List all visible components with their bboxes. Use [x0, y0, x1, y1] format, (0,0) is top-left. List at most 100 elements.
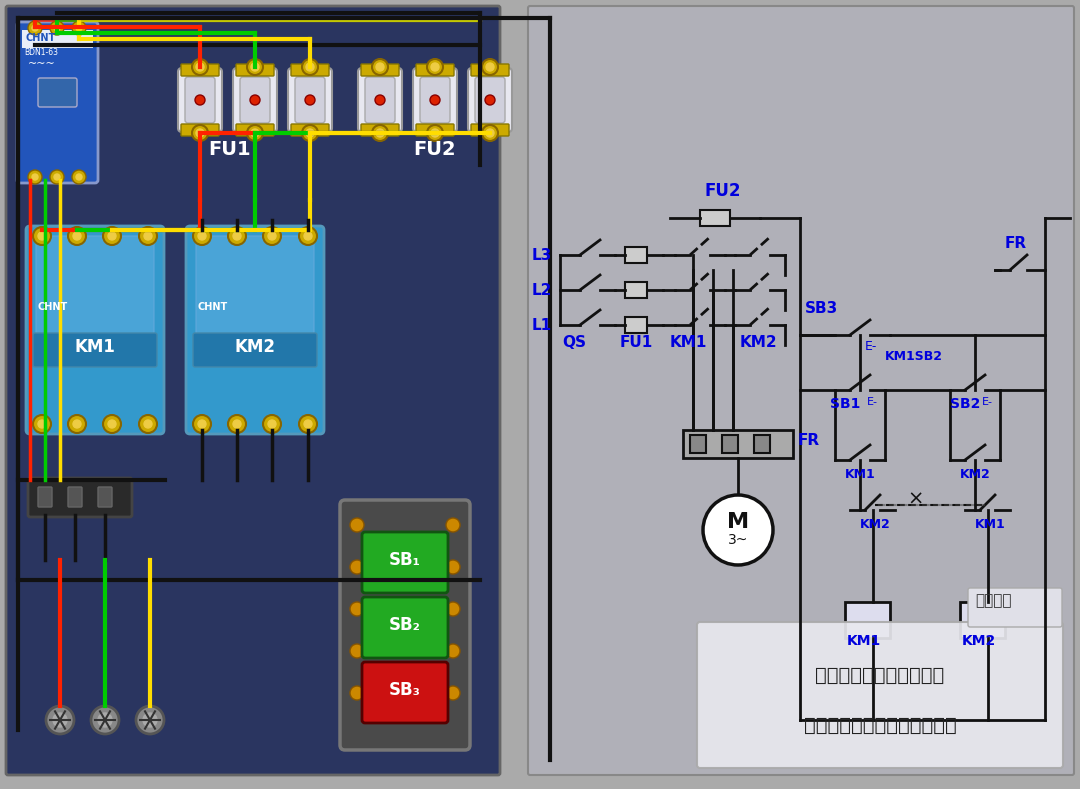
Circle shape	[50, 21, 64, 35]
FancyBboxPatch shape	[38, 78, 77, 107]
Text: FU1: FU1	[208, 140, 252, 159]
Circle shape	[268, 232, 276, 240]
Circle shape	[486, 129, 494, 137]
FancyBboxPatch shape	[181, 64, 219, 76]
Text: SB2: SB2	[950, 397, 981, 411]
Circle shape	[350, 686, 364, 700]
Circle shape	[427, 125, 443, 141]
Circle shape	[139, 227, 157, 245]
Circle shape	[703, 495, 773, 565]
Circle shape	[372, 59, 388, 75]
FancyBboxPatch shape	[413, 68, 457, 132]
FancyBboxPatch shape	[240, 77, 270, 123]
Circle shape	[144, 420, 152, 428]
Circle shape	[73, 420, 81, 428]
FancyBboxPatch shape	[181, 124, 219, 136]
Circle shape	[446, 560, 460, 574]
Circle shape	[91, 706, 119, 734]
Circle shape	[136, 706, 164, 734]
Circle shape	[482, 59, 498, 75]
FancyBboxPatch shape	[237, 124, 274, 136]
Text: E-: E-	[865, 340, 877, 353]
Circle shape	[108, 420, 116, 428]
FancyBboxPatch shape	[471, 124, 509, 136]
FancyBboxPatch shape	[193, 333, 318, 367]
Circle shape	[103, 415, 121, 433]
FancyBboxPatch shape	[471, 64, 509, 76]
FancyBboxPatch shape	[26, 226, 164, 434]
Circle shape	[28, 170, 42, 184]
FancyBboxPatch shape	[36, 236, 154, 340]
Circle shape	[68, 415, 86, 433]
Circle shape	[73, 232, 81, 240]
Circle shape	[54, 25, 60, 31]
FancyBboxPatch shape	[968, 588, 1062, 627]
Circle shape	[72, 21, 86, 35]
Bar	[625, 247, 647, 263]
Text: KM2: KM2	[860, 518, 891, 531]
FancyBboxPatch shape	[295, 77, 325, 123]
Bar	[625, 282, 647, 298]
Circle shape	[33, 227, 51, 245]
Text: KM1: KM1	[670, 335, 707, 350]
Circle shape	[46, 706, 75, 734]
FancyBboxPatch shape	[17, 22, 98, 183]
FancyBboxPatch shape	[475, 77, 505, 123]
Circle shape	[72, 170, 86, 184]
Text: CHNT: CHNT	[198, 302, 228, 312]
Text: FU1: FU1	[620, 335, 653, 350]
Circle shape	[372, 125, 388, 141]
Text: KM1: KM1	[847, 634, 881, 648]
FancyBboxPatch shape	[185, 77, 215, 123]
Circle shape	[431, 129, 438, 137]
Bar	[960, 602, 1005, 638]
FancyBboxPatch shape	[33, 333, 157, 367]
Circle shape	[306, 129, 314, 137]
Circle shape	[376, 63, 384, 71]
Circle shape	[76, 174, 82, 180]
Circle shape	[68, 227, 86, 245]
Circle shape	[446, 518, 460, 532]
Text: FR: FR	[798, 433, 820, 448]
Text: E-: E-	[867, 397, 878, 407]
Circle shape	[264, 227, 281, 245]
Circle shape	[233, 232, 241, 240]
Circle shape	[144, 232, 152, 240]
Circle shape	[195, 63, 204, 71]
Text: L2: L2	[532, 283, 552, 298]
FancyBboxPatch shape	[291, 124, 329, 136]
FancyBboxPatch shape	[195, 236, 314, 340]
Circle shape	[251, 129, 259, 137]
FancyBboxPatch shape	[22, 30, 93, 48]
FancyBboxPatch shape	[28, 478, 132, 517]
Circle shape	[195, 129, 204, 137]
Text: SB₁: SB₁	[389, 551, 421, 569]
FancyBboxPatch shape	[6, 6, 500, 775]
Circle shape	[108, 232, 116, 240]
Circle shape	[375, 95, 384, 105]
Circle shape	[302, 59, 318, 75]
Text: CHNT: CHNT	[38, 302, 68, 312]
FancyBboxPatch shape	[38, 487, 52, 507]
Circle shape	[251, 63, 259, 71]
Circle shape	[305, 95, 315, 105]
Text: SB₂: SB₂	[389, 616, 421, 634]
Circle shape	[38, 232, 46, 240]
Circle shape	[28, 21, 42, 35]
FancyBboxPatch shape	[416, 64, 454, 76]
FancyBboxPatch shape	[68, 487, 82, 507]
Text: 操作提示: 操作提示	[975, 593, 1012, 608]
FancyBboxPatch shape	[361, 124, 399, 136]
Text: SB3: SB3	[805, 301, 838, 316]
Circle shape	[228, 415, 246, 433]
FancyBboxPatch shape	[468, 68, 512, 132]
Text: FU2: FU2	[414, 140, 457, 159]
FancyBboxPatch shape	[362, 597, 448, 658]
Bar	[690, 435, 706, 453]
Circle shape	[103, 227, 121, 245]
Circle shape	[306, 63, 314, 71]
Circle shape	[139, 415, 157, 433]
FancyBboxPatch shape	[98, 487, 112, 507]
Circle shape	[431, 63, 438, 71]
FancyBboxPatch shape	[340, 500, 470, 750]
